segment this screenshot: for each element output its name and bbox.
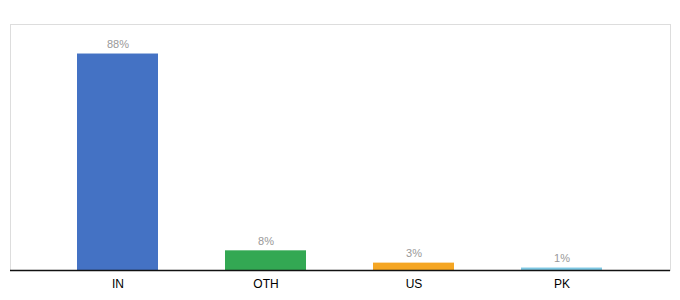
svg-text:3%: 3%	[406, 247, 422, 259]
svg-text:OTH: OTH	[253, 277, 278, 291]
svg-text:US: US	[406, 277, 423, 291]
svg-text:PK: PK	[554, 277, 570, 291]
svg-text:88%: 88%	[107, 38, 129, 50]
svg-text:1%: 1%	[554, 252, 570, 264]
svg-text:8%: 8%	[258, 235, 274, 247]
svg-text:IN: IN	[112, 277, 124, 291]
